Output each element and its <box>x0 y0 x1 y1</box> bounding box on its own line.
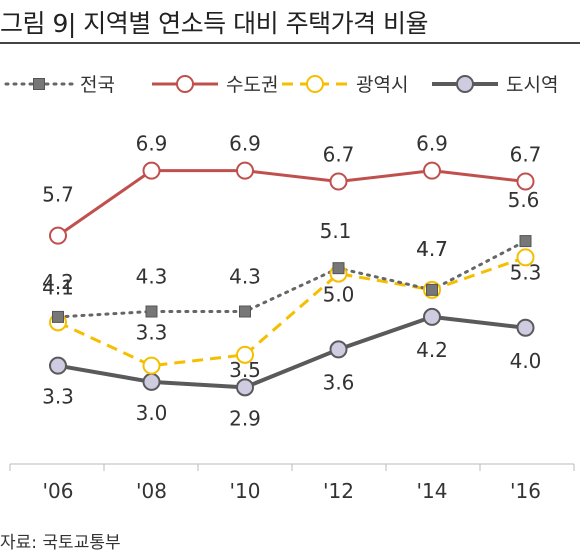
data-label: 2.9 <box>229 406 261 430</box>
series-3-point-1 <box>142 372 161 391</box>
legend-marker-0 <box>33 78 45 90</box>
data-label: 5.1 <box>320 219 352 243</box>
series-0-point-2 <box>239 305 251 318</box>
series-line-1 <box>57 169 526 237</box>
legend-label-2: 광역시 <box>356 74 408 96</box>
series-line-3 <box>57 314 526 390</box>
data-label: 5.7 <box>42 183 74 207</box>
x-tick-label: '10 <box>230 479 261 503</box>
series-0-point-4 <box>426 283 438 296</box>
data-label: 5.0 <box>323 283 355 307</box>
data-label: 6.9 <box>416 132 448 156</box>
data-label: 4.0 <box>510 349 542 373</box>
series-1-point-4 <box>423 161 441 180</box>
series-1-point-0 <box>49 226 67 245</box>
x-tick-label: '08 <box>136 479 167 503</box>
data-label: 5.3 <box>510 260 542 284</box>
legend-marker-1 <box>176 75 194 93</box>
series-0-point-5 <box>519 235 532 248</box>
legend-label-3: 도시역 <box>506 74 558 96</box>
series-3-point-5 <box>516 318 535 337</box>
source-note: 자료: 국토교통부 <box>0 533 121 553</box>
series-1-point-3 <box>329 172 348 191</box>
series-3-point-2 <box>236 378 254 397</box>
data-label: 6.9 <box>229 132 261 156</box>
chart-title: 그림 9| 지역별 연소득 대비 주택가격 비율 <box>0 9 429 38</box>
x-tick-label: '06 <box>43 479 74 503</box>
data-label: 3.6 <box>323 370 355 394</box>
data-label: 4.7 <box>416 237 448 261</box>
data-label: 4.3 <box>136 265 168 289</box>
data-label: 6.9 <box>136 132 168 156</box>
x-tick-label: '14 <box>417 479 448 503</box>
series-1-point-1 <box>142 161 161 180</box>
series-0-point-0 <box>52 310 64 323</box>
data-label: 4.1 <box>42 275 74 299</box>
data-label: 5.6 <box>508 188 540 212</box>
series-3-point-0 <box>49 356 67 375</box>
series-line-0 <box>56 239 527 319</box>
data-label: 4.7 <box>416 237 448 261</box>
data-label: 3.0 <box>136 401 168 425</box>
legend-label-1: 수도권 <box>226 74 278 96</box>
line-chart: 전국 수도권 광역시 도시역 5.7 6.9 6.9 6.7 6.9 6.7 4.2 4.3 4.3 5.… <box>4 74 575 503</box>
data-label: 6.7 <box>323 143 355 167</box>
series-2-point-1 <box>142 356 161 375</box>
series-3-point-4 <box>423 307 441 326</box>
data-label: 4.2 <box>42 270 74 294</box>
series-2-point-5 <box>516 248 535 267</box>
series-1-point-5 <box>516 172 535 191</box>
data-label: 4.2 <box>416 338 448 362</box>
legend-label-0: 전국 <box>80 74 115 96</box>
data-label: 3.3 <box>136 321 168 345</box>
data-label: 6.7 <box>510 143 542 167</box>
title-rule <box>0 42 580 44</box>
series-0-point-1 <box>145 305 158 318</box>
series-3-point-3 <box>329 340 348 359</box>
legend-marker-3 <box>456 75 474 93</box>
data-label: 3.5 <box>229 358 261 382</box>
series-0-point-3 <box>332 262 345 275</box>
x-tick-label: '16 <box>510 479 541 503</box>
data-label: 3.3 <box>42 385 74 409</box>
data-label: 4.3 <box>229 265 261 289</box>
series-line-2 <box>57 255 526 368</box>
series-2-point-2 <box>236 345 254 364</box>
series-1-point-2 <box>236 161 254 180</box>
x-tick-label: '12 <box>323 479 354 503</box>
legend-marker-2 <box>306 75 324 93</box>
